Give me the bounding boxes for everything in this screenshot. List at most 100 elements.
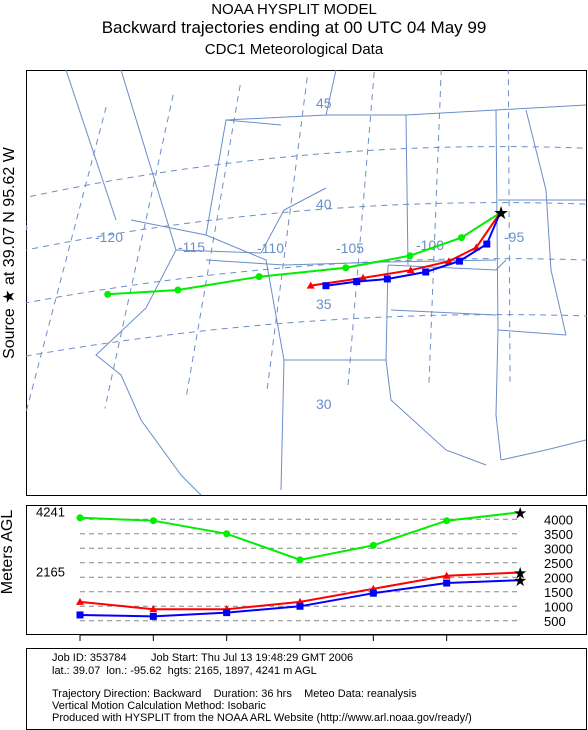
height-xtick-label: 18 [146,647,160,648]
trajectory-point [342,264,350,272]
coastline-north [65,70,117,221]
trajectory-point [455,257,463,265]
lat-lon-grid [26,70,587,415]
height-ytick-label: 4000 [544,512,573,527]
border-north [326,104,587,116]
height-xtick-label: 06 [293,647,307,648]
state-line-9 [405,114,409,266]
lat-label-30: 30 [316,396,332,412]
height-xtick-label: 00 [220,647,234,648]
location-info: lat.: 39.07 lon.: -95.62 hgts: 2165, 189… [52,665,317,677]
trajectory-map: 45 40 35 30 -125 -120 -115 -110 -105 -100 -95 ★ [26,70,587,496]
height-start-label: 2165 [36,564,65,579]
trajectory-point [255,273,263,281]
trajectories: ★ [104,203,509,298]
height-xtick-label: 12 [73,647,87,648]
vertical-motion-info: Vertical Motion Calculation Method: Isob… [52,700,266,712]
title-line-3: CDC1 Meteorological Data [204,41,384,58]
longitude-line-110 [266,77,308,392]
height-xtick-label: 12 [366,647,380,648]
height-ytick-label: 2500 [544,556,573,571]
height-point [443,579,451,587]
state-line-12 [497,329,567,336]
height-point [296,602,304,610]
height-point [369,541,377,549]
state-line-7 [385,359,487,466]
latitude-line-45 [26,146,587,198]
lon-label-minus-110: -110 [257,240,284,256]
job-info: Job ID: 353784 Job Start: Thu Jul 13 19:… [52,652,354,664]
height-point [149,612,157,620]
longitude-line-120 [104,94,174,409]
height-point [76,514,84,522]
latitude-line-40 [26,202,587,251]
trajectory-point [483,240,491,248]
trajectory-point [104,290,112,298]
trajectory-point [174,286,182,294]
longitude-line-95 [507,70,511,382]
height-start-label: 4241 [36,504,65,519]
lon-label-minus-100: -100 [416,237,444,253]
lon-label-minus-125: -125 [26,218,28,234]
trajectory-point [322,282,330,290]
height-ytick-label: 3500 [544,527,573,542]
trajectory-point [359,273,368,281]
latitude-line-30 [26,314,587,357]
lat-label-40: 40 [316,196,332,212]
trajectory-info: Trajectory Direction: Backward Duration:… [52,688,417,700]
height-point [443,517,451,525]
trajectory-point [353,278,361,286]
height-source-star-icon: ★ [513,565,527,582]
height-source-star-icon: ★ [513,573,527,590]
height-point [223,530,231,538]
state-line-4 [205,234,285,491]
height-point [442,571,451,579]
source-location-label: Source ★ at 39.07 N 95.62 W [1,147,18,359]
lat-label-45: 45 [316,95,332,111]
trajectory-point [422,268,430,276]
lat-label-35: 35 [316,296,332,312]
lon-label-minus-115: -115 [178,239,205,255]
title-line-2: Backward trajectories ending at 00 UTC 0… [101,18,487,37]
height-point [76,597,84,605]
latitude-line-35 [26,258,587,304]
longitude-line-100 [428,70,442,383]
trajectory-point [406,252,414,260]
height-ytick-label: 500 [544,614,566,629]
trajectory-point [406,266,415,274]
trajectory-point [458,234,466,242]
height-point [369,589,377,597]
lon-label-minus-95: -95 [504,229,524,245]
height-series: ★★★ [76,505,527,620]
trajectory-point [383,275,391,283]
trajectory-point [444,257,453,265]
height-point [76,611,84,619]
height-point [149,605,158,613]
produced-with-info: Produced with HYSPLIT from the NOAA ARL … [52,712,472,724]
height-ytick-label: 2000 [544,570,573,585]
state-line-5 [205,259,497,266]
longitude-line-105 [347,72,375,386]
lon-label-minus-105: -105 [336,240,364,256]
height-point [149,517,157,525]
map-boundaries [65,70,587,496]
height-source-star-icon: ★ [513,505,527,522]
height-ytick-label: 3000 [544,541,573,556]
height-ytick-label: 1500 [544,585,573,600]
state-line-2 [130,119,282,236]
height-point [223,609,231,617]
height-ytick-label: 1000 [544,599,573,614]
state-line-1 [175,187,327,254]
height-frame [26,505,587,635]
trajectory-point [306,281,315,289]
longitude-line-115 [185,85,241,399]
source-star-icon: ★ [493,203,509,223]
map-frame [26,70,587,496]
lon-label-minus-120: -120 [95,229,123,245]
height-xticks: 18120600181205/03 [73,634,520,648]
gulf-coast [500,439,587,461]
height-xtick-label: 18 [440,647,454,648]
state-line-11 [390,309,497,316]
river-line [525,109,567,336]
